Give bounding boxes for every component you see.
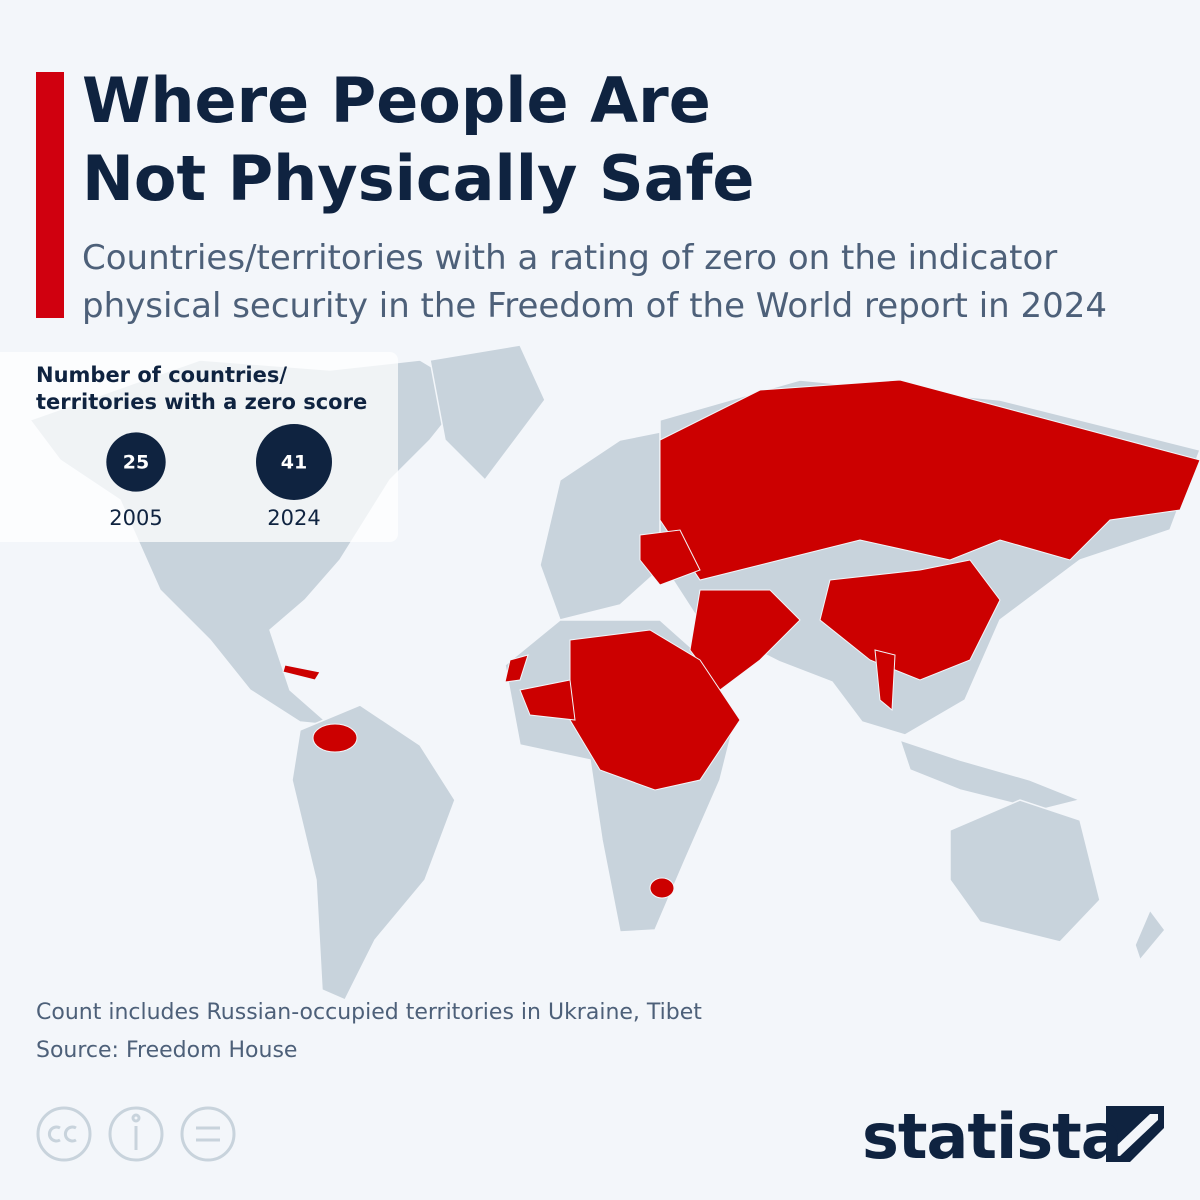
brand-mark	[1106, 1106, 1164, 1162]
cc-letters	[47, 1125, 77, 1143]
accent-bar	[36, 72, 64, 318]
zimbabwe	[649, 877, 675, 899]
subtitle: Countries/territories with a rating of z…	[82, 238, 1108, 326]
nd-icon	[180, 1106, 236, 1162]
cc-icon	[36, 1106, 92, 1162]
myanmar	[874, 649, 896, 712]
by-head	[131, 1113, 141, 1123]
cuba	[282, 664, 321, 681]
count-circle	[256, 424, 332, 500]
inset-panel: Number of countries/ territories with a …	[0, 352, 398, 542]
count-label: 41	[281, 452, 307, 474]
inset-heading: Number of countries/ territories with a …	[36, 363, 368, 414]
sahel	[519, 679, 576, 721]
russia	[659, 379, 1200, 581]
count-circle	[106, 432, 166, 492]
count-circles: 25 2005 41 2024	[106, 424, 332, 530]
western-sahara	[504, 654, 529, 683]
new-zealand	[1134, 908, 1166, 962]
brand: statista	[862, 1100, 1123, 1173]
by-icon	[108, 1106, 164, 1162]
southeast-asia	[898, 738, 1083, 811]
count-label: 25	[123, 452, 149, 474]
year-label: 2024	[267, 506, 320, 530]
middle-east	[689, 589, 801, 691]
belarus-ukraine	[639, 529, 701, 586]
year-label: 2005	[109, 506, 162, 530]
greenland	[429, 344, 546, 482]
europe	[539, 429, 671, 621]
australia	[949, 799, 1101, 943]
venezuela	[312, 723, 358, 753]
brand-mark-cut	[1112, 1114, 1158, 1156]
license-icons	[36, 1106, 236, 1162]
africa-red	[569, 629, 741, 791]
title: Where People Are Not Physically Safe	[82, 64, 755, 215]
source: Source: Freedom House	[36, 1038, 298, 1063]
south-america	[291, 704, 456, 1001]
china	[819, 559, 1001, 681]
note: Count includes Russian-occupied territor…	[36, 1000, 702, 1025]
